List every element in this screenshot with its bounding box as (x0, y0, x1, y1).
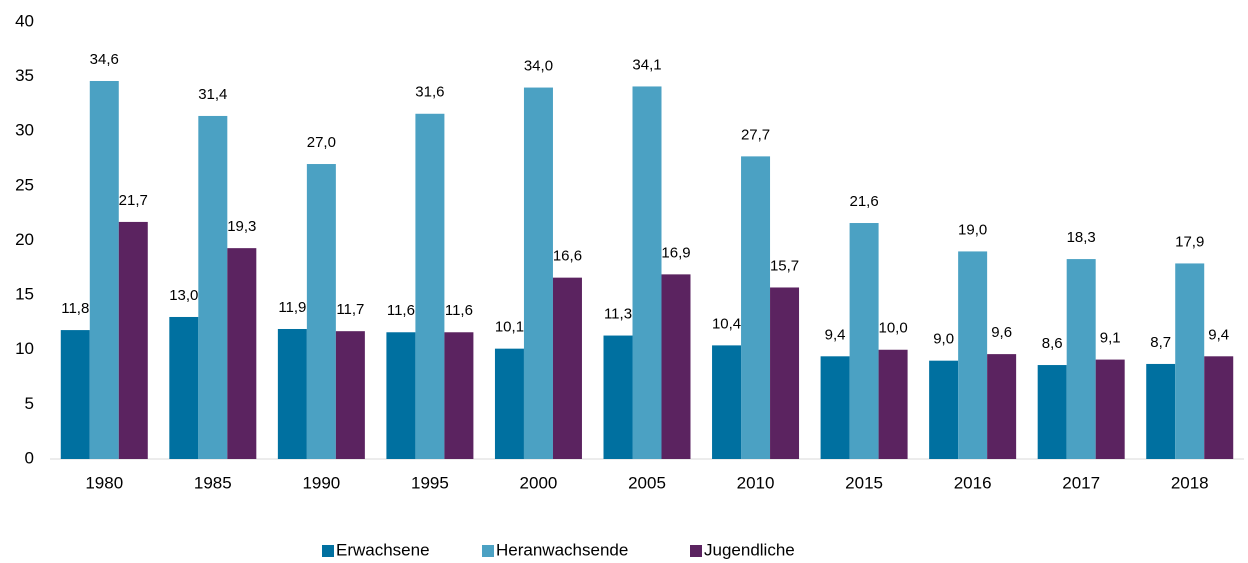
bar (494, 348, 524, 459)
bar (820, 356, 850, 459)
bar (741, 156, 771, 459)
value-label: 9,0 (933, 331, 954, 348)
value-label: 17,9 (1175, 233, 1204, 250)
bar (603, 335, 633, 459)
value-label: 11,7 (336, 301, 364, 318)
x-tick-label: 1980 (85, 473, 123, 492)
x-tick-label: 1990 (302, 473, 340, 492)
value-label: 11,8 (61, 300, 89, 317)
bar (929, 360, 959, 459)
value-label: 9,6 (991, 324, 1012, 341)
value-label: 21,7 (119, 192, 148, 209)
value-label: 19,0 (958, 221, 987, 238)
value-label: 11,6 (445, 302, 473, 319)
value-label: 9,1 (1100, 330, 1121, 347)
legend-swatch (482, 545, 494, 557)
x-tick-label: 2016 (954, 473, 992, 492)
bar (169, 316, 199, 459)
x-tick-label: 1995 (411, 473, 449, 492)
bar (1204, 356, 1234, 459)
bar (415, 113, 445, 460)
value-label: 13,0 (169, 287, 198, 304)
legend-label: Erwachsene (336, 540, 430, 559)
value-label: 34,1 (632, 56, 661, 73)
value-label: 27,0 (307, 134, 336, 151)
bar (198, 115, 228, 459)
value-label: 21,6 (849, 193, 878, 210)
value-label: 27,7 (741, 126, 770, 143)
bar (227, 248, 257, 459)
y-tick-label: 0 (25, 448, 34, 467)
bar (661, 274, 691, 459)
value-label: 10,1 (495, 319, 524, 336)
bar (89, 80, 119, 460)
y-tick-label: 20 (15, 230, 34, 249)
y-tick-label: 35 (15, 66, 34, 85)
bar (335, 331, 365, 459)
value-label: 11,6 (387, 302, 415, 319)
value-label: 10,0 (878, 320, 907, 337)
y-tick-label: 30 (15, 121, 34, 140)
bar (712, 345, 742, 459)
x-tick-label: 2018 (1171, 473, 1209, 492)
legend-swatch (690, 545, 702, 557)
bar (1146, 363, 1176, 459)
y-tick-label: 5 (25, 394, 34, 413)
bar (306, 164, 336, 459)
bar (632, 86, 662, 460)
value-label: 15,7 (770, 257, 799, 274)
legend-swatch (322, 545, 334, 557)
value-label: 18,3 (1067, 229, 1096, 246)
x-tick-label: 2017 (1062, 473, 1100, 492)
bar (878, 349, 908, 459)
bar (958, 251, 988, 459)
bar (60, 330, 90, 459)
value-label: 34,0 (524, 58, 553, 75)
bar (770, 287, 800, 459)
bar (849, 223, 879, 459)
value-label: 11,9 (278, 299, 306, 316)
x-tick-label: 1985 (194, 473, 232, 492)
bar (1037, 365, 1067, 459)
bar (277, 328, 307, 459)
value-label: 8,7 (1150, 334, 1171, 351)
y-tick-label: 15 (15, 285, 34, 304)
bar (1095, 359, 1125, 459)
value-label: 34,6 (90, 51, 119, 68)
x-tick-label: 2010 (737, 473, 775, 492)
y-tick-label: 40 (15, 11, 34, 30)
value-label: 9,4 (825, 326, 846, 343)
bar (987, 354, 1017, 459)
bar (1175, 263, 1205, 459)
x-tick-label: 2000 (520, 473, 558, 492)
bar (523, 87, 553, 460)
value-label: 8,6 (1042, 335, 1063, 352)
bar (552, 277, 582, 459)
legend-label: Jugendliche (704, 540, 795, 559)
value-label: 16,6 (553, 248, 582, 265)
value-label: 11,3 (604, 306, 632, 323)
legend-label: Heranwachsende (496, 540, 628, 559)
value-label: 9,4 (1208, 326, 1229, 343)
value-label: 19,3 (227, 218, 256, 235)
x-tick-label: 2005 (628, 473, 666, 492)
x-tick-label: 2015 (845, 473, 883, 492)
bar (386, 332, 416, 459)
value-label: 16,9 (661, 244, 690, 261)
value-label: 31,4 (198, 86, 227, 103)
y-tick-label: 25 (15, 175, 34, 194)
value-label: 10,4 (712, 315, 741, 332)
y-tick-label: 10 (15, 339, 34, 358)
bar (444, 332, 474, 459)
bar (1066, 259, 1096, 459)
value-label: 31,6 (415, 84, 444, 101)
bar (118, 221, 148, 459)
